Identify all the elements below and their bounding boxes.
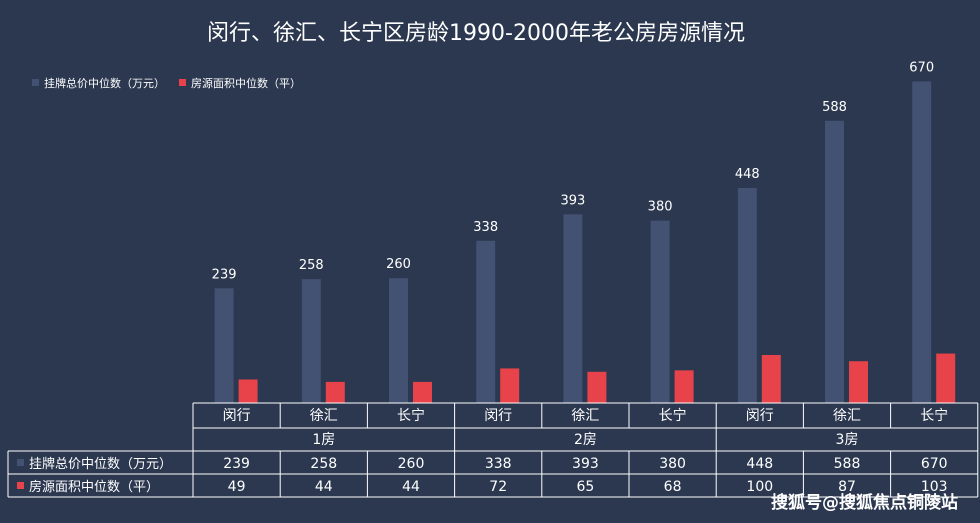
- table-group: 3房: [836, 432, 859, 448]
- table-value: 44: [402, 479, 420, 495]
- table-value: 49: [228, 479, 246, 495]
- data-label: 670: [909, 60, 934, 75]
- table-value: 44: [315, 479, 333, 495]
- table-category: 徐汇: [310, 408, 338, 424]
- table-category: 闵行: [484, 408, 512, 424]
- chart-title: 闵行、徐汇、长宁区房龄1990-2000年老公房房源情况: [207, 21, 745, 46]
- legend-label: 房源面积中位数（平）: [191, 76, 301, 90]
- table-category: 长宁: [659, 407, 687, 424]
- watermark: 搜狐号@搜狐焦点铜陵站: [771, 493, 958, 513]
- table-value: 239: [223, 456, 250, 472]
- bar: [325, 381, 345, 403]
- legend-swatch: [32, 79, 39, 86]
- table-category: 长宁: [397, 407, 425, 424]
- data-label: 448: [735, 167, 760, 182]
- data-label: 588: [822, 100, 847, 115]
- bar: [761, 355, 781, 403]
- table-value: 65: [576, 479, 594, 495]
- table-value: 380: [659, 456, 686, 472]
- data-label: 393: [560, 193, 585, 208]
- table-row-label: 挂牌总价中位数（万元）: [29, 456, 172, 472]
- table-value: 258: [310, 456, 337, 472]
- table-group: 1房: [312, 432, 335, 448]
- legend-label: 挂牌总价中位数（万元）: [44, 76, 165, 90]
- bar: [389, 278, 408, 403]
- data-label: 260: [386, 257, 411, 272]
- table-value: 393: [572, 456, 599, 472]
- bar: [912, 81, 932, 404]
- data-label: 338: [473, 220, 498, 235]
- bar: [650, 220, 670, 403]
- table-value: 100: [746, 479, 773, 495]
- legend: 挂牌总价中位数（万元） 房源面积中位数（平）: [32, 76, 301, 90]
- table-group: 2房: [574, 432, 597, 448]
- table-row-label: 房源面积中位数（平）: [29, 479, 159, 495]
- table-category: 徐汇: [571, 408, 599, 424]
- table-legend-swatch: [17, 482, 24, 489]
- table-category: 闵行: [223, 408, 251, 424]
- legend-swatch: [179, 79, 186, 86]
- table-value: 588: [834, 456, 861, 472]
- bar: [674, 370, 694, 403]
- bar: [563, 214, 583, 403]
- table-value: 68: [664, 479, 682, 495]
- table-value: 87: [838, 479, 856, 495]
- data-label: 380: [648, 200, 673, 215]
- bar: [301, 279, 321, 403]
- table-value: 670: [921, 456, 948, 472]
- table-value: 338: [485, 456, 512, 472]
- bar: [936, 353, 956, 403]
- bar: [737, 187, 757, 403]
- data-label: 258: [299, 258, 324, 273]
- table-value: 103: [921, 479, 948, 495]
- bar: [238, 379, 258, 403]
- bar: [500, 368, 520, 403]
- table-legend-swatch: [17, 459, 24, 466]
- bars: 239 258 260 338 393 380 448 588 670: [212, 60, 956, 404]
- bar: [476, 240, 496, 403]
- bar: [587, 371, 607, 403]
- data-label: 239: [212, 267, 237, 282]
- table-value: 72: [489, 479, 507, 495]
- table-value: 260: [398, 456, 425, 472]
- bar: [825, 120, 844, 403]
- table-value: 448: [746, 456, 773, 472]
- table-category: 闵行: [746, 408, 774, 424]
- bar: [849, 361, 868, 403]
- table-category: 徐汇: [833, 408, 861, 424]
- bar: [214, 288, 234, 403]
- table-category: 长宁: [920, 407, 948, 424]
- bar: [413, 381, 432, 403]
